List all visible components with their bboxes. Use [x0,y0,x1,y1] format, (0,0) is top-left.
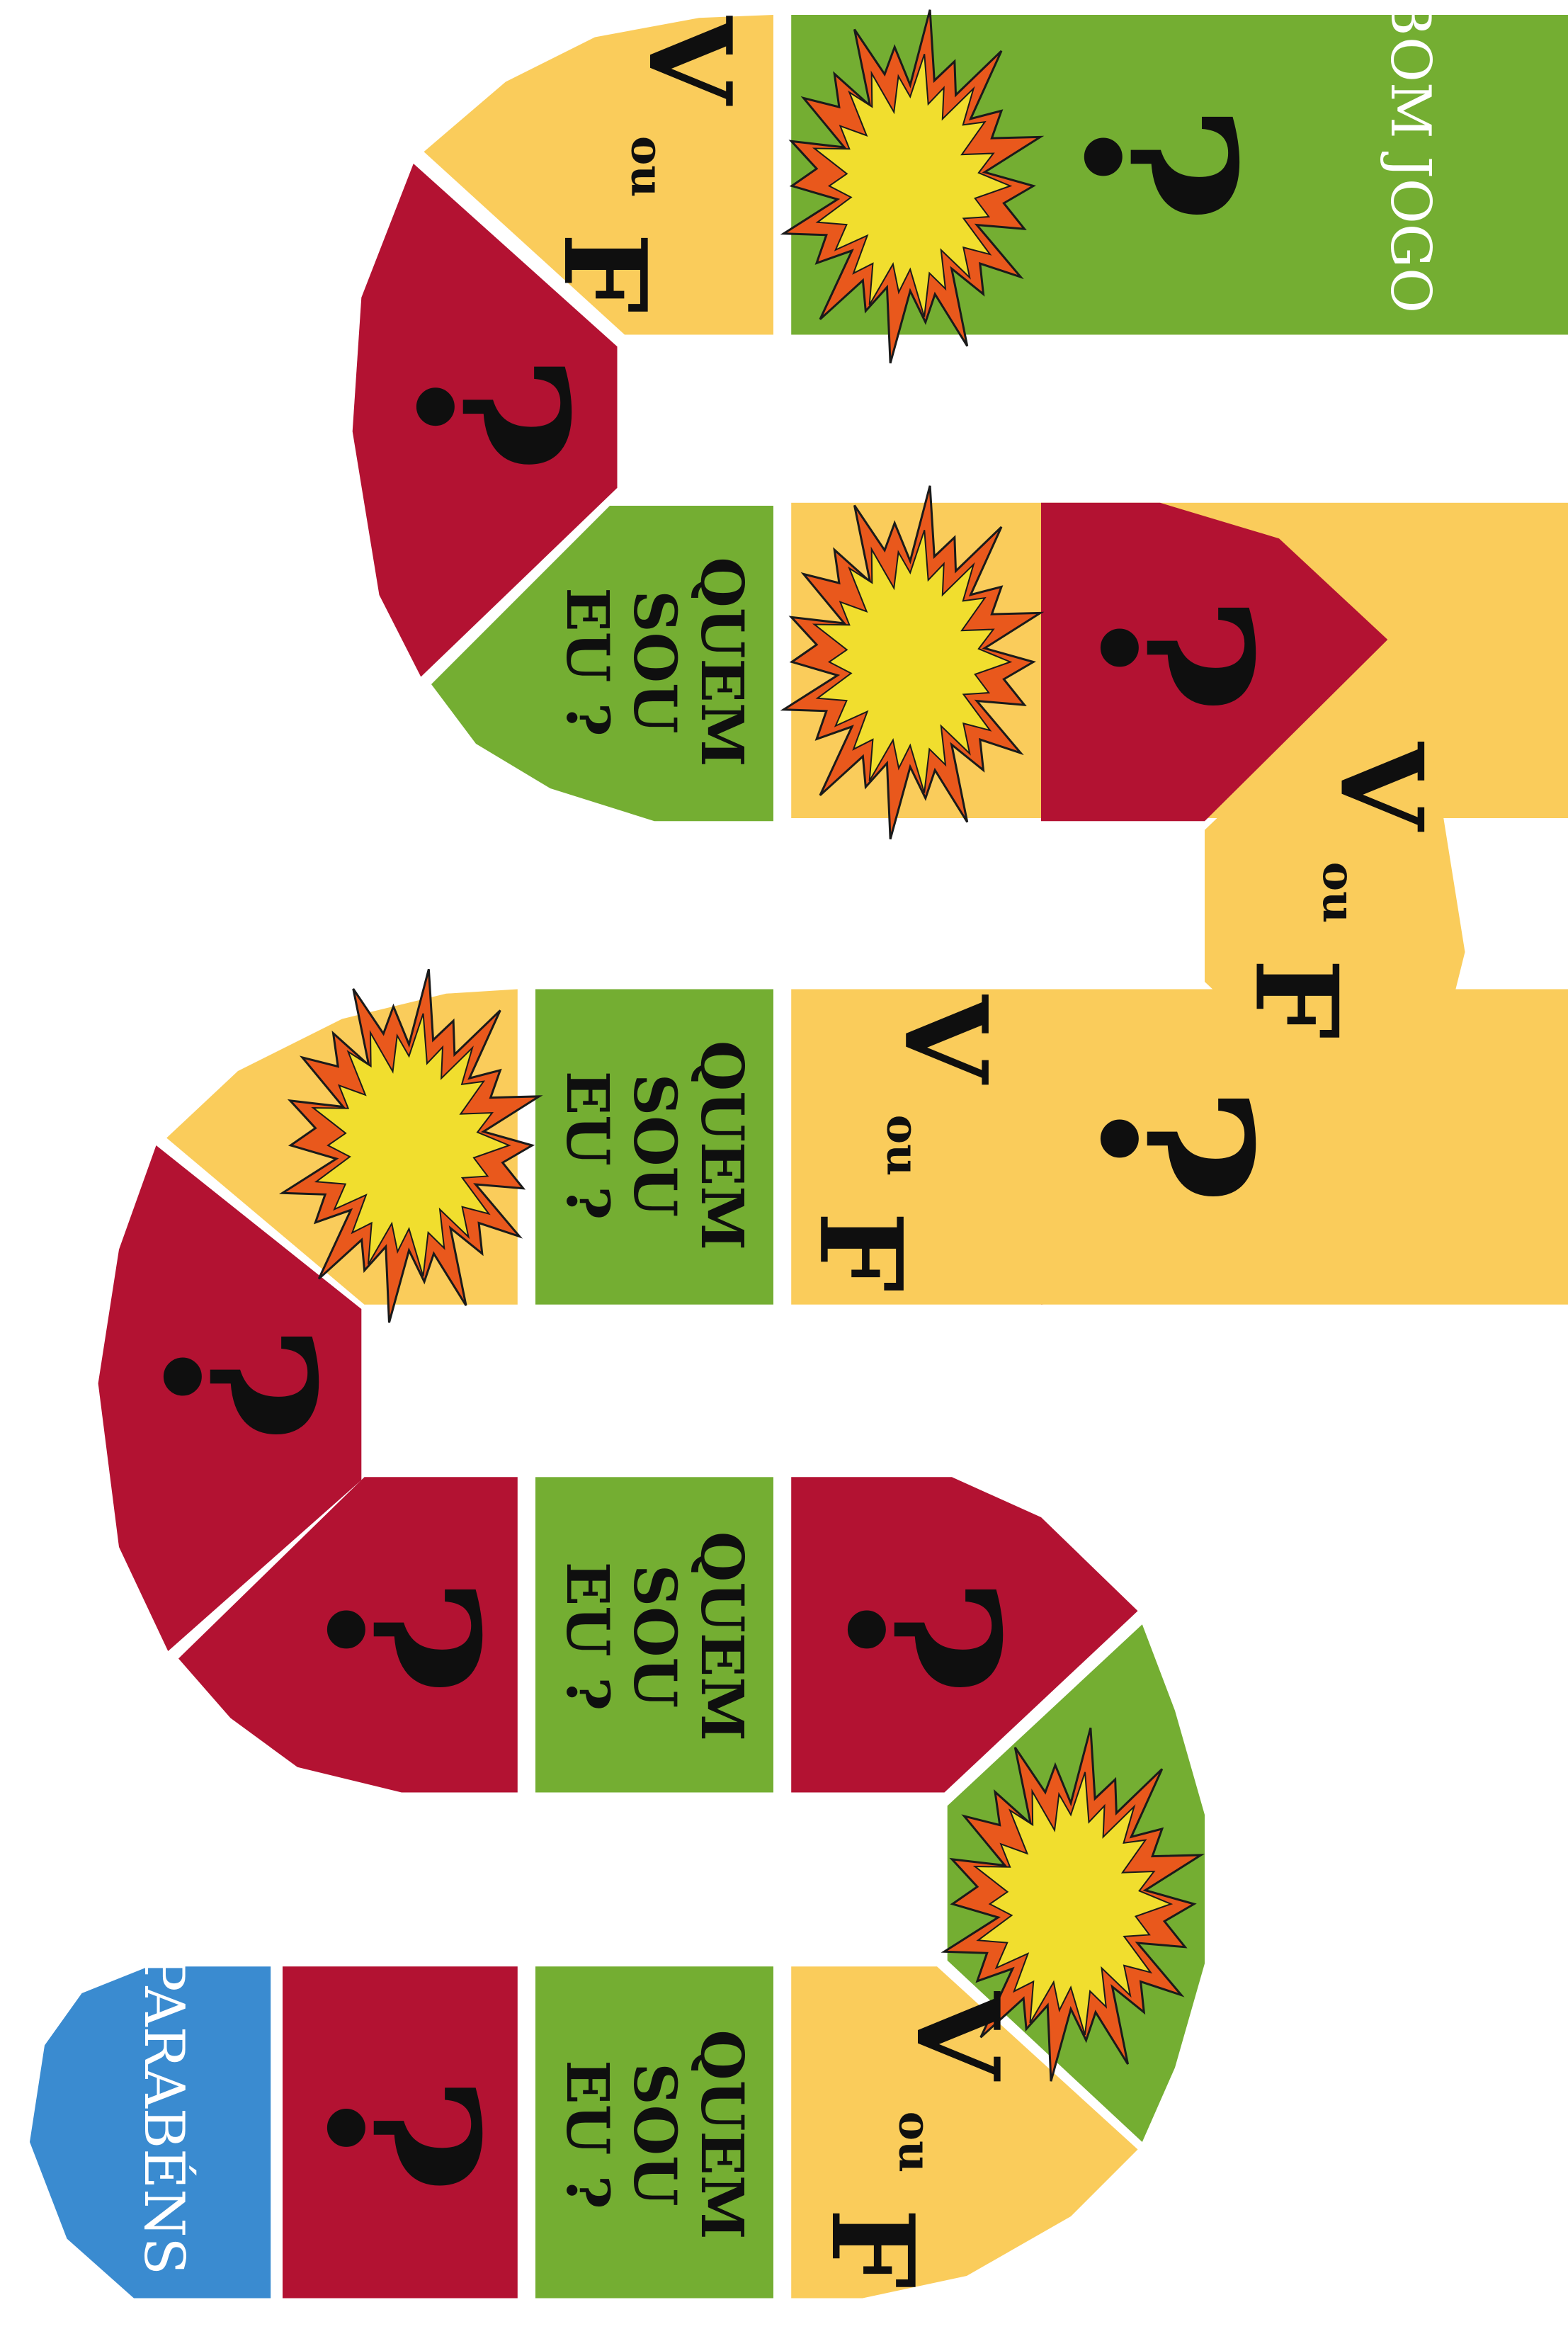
true-letter: V [879,994,1012,1085]
cell-4-true-false: Vou F [538,16,756,313]
explosion-burst-icon [780,485,1045,840]
board-cell-11-true-false [791,989,1568,1305]
question-mark-icon: ? [281,1576,522,1696]
cell-5-question: ? [370,353,611,474]
false-letter: F [1230,958,1363,1039]
board-cell-8-question [1041,502,1388,822]
board-cell-16-who-am_i [535,1477,773,1793]
am-word: SOU [620,2063,688,2206]
cell-14-question: ? [118,1323,358,1444]
true-letter: V [891,1991,1024,2082]
board-cell-15-question [178,1477,518,1793]
board-cell-4-true-false [424,15,773,335]
board-cell-6-who-am_i [431,506,773,822]
explosion-burst-icon [780,9,1045,364]
question-mark-icon: ? [1055,594,1295,715]
end-label: PARABÉNS ! [132,1954,197,2315]
am-word: SOU [620,1565,688,1708]
i-word: EU ? [553,2060,621,2209]
cell-19-true-false: Vou F [806,1991,1024,2289]
cell-17-question: ? [802,1576,1043,1696]
question-mark-icon: ? [1055,1085,1295,1206]
question-mark-icon: ? [802,1576,1043,1696]
cell-21-question: ? [281,2075,522,2195]
cell-11-true-false: Vou F [794,994,1012,1292]
who-word: QUEM [688,557,756,766]
start-cell: BOM JOGO ! [1378,0,1442,353]
cell-9-true-false: Vou F [1230,742,1448,1039]
true-letter: V [1315,742,1448,832]
board-cell-12-who-am_i [535,989,773,1305]
i-word: EU ? [553,1071,621,1220]
or-word: ou [622,136,674,197]
board-cell-21-question [283,1966,518,2299]
false-letter: F [538,232,671,313]
question-mark-icon: ? [370,353,611,474]
question-mark-icon: ? [281,2075,522,2195]
or-word: ou [1313,862,1365,923]
i-word: EU ? [553,587,621,737]
end-cell: PARABÉNS ! [132,1954,197,2315]
start-label: BOM JOGO ! [1378,0,1442,353]
cell-15-question: ? [281,1576,522,1696]
who-word: QUEM [688,1041,756,1250]
i-word: EU ? [553,1562,621,1711]
explosion-burst-icon [278,968,543,1323]
or-word: ou [877,1115,929,1176]
board-cell-19-true-false [791,1966,1138,2299]
cell-10-question: ? [1055,1085,1295,1206]
am-word: SOU [620,1074,688,1217]
question-mark-icon: ? [1038,103,1279,224]
board-cell-17-question [791,1477,1138,1793]
board-cell-14-question [98,1145,362,1651]
board-cell-5-question [352,164,618,677]
cell-8-question: ? [1055,594,1295,715]
false-letter: F [794,1211,927,1292]
question-mark-icon: ? [118,1323,358,1444]
false-letter: F [806,2208,939,2289]
true-letter: V [623,16,756,106]
explosion-burst-icon [941,1727,1205,2082]
am-word: SOU [620,590,688,733]
who-word: QUEM [688,1531,756,1741]
or-word: ou [890,2112,941,2172]
who-word: QUEM [688,2029,756,2239]
cell-2-question: ? [1038,103,1279,224]
board-cell-22-end [30,1966,271,2299]
board-cell-20-who-am_i [535,1966,773,2299]
